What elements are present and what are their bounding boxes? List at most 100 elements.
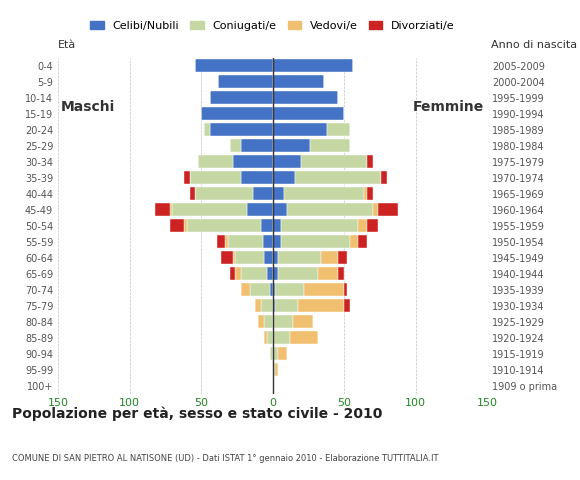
Bar bbox=[273, 59, 353, 72]
Bar bbox=[190, 187, 195, 200]
Bar bbox=[195, 187, 252, 200]
Bar bbox=[278, 267, 318, 280]
Bar bbox=[264, 251, 273, 264]
Text: Età: Età bbox=[58, 40, 76, 50]
Bar bbox=[278, 347, 287, 360]
Bar bbox=[273, 187, 284, 200]
Bar bbox=[318, 267, 338, 280]
Bar bbox=[358, 235, 367, 248]
Bar bbox=[338, 251, 347, 264]
Bar bbox=[230, 139, 241, 152]
Bar bbox=[273, 75, 324, 88]
Bar bbox=[301, 155, 367, 168]
Bar bbox=[218, 75, 273, 88]
Bar bbox=[241, 139, 273, 152]
Bar bbox=[230, 267, 235, 280]
Bar bbox=[293, 315, 313, 328]
Bar bbox=[184, 171, 190, 184]
Bar bbox=[273, 299, 275, 312]
Bar bbox=[273, 107, 344, 120]
Bar bbox=[226, 235, 229, 248]
Bar bbox=[273, 91, 338, 104]
Legend: Celibi/Nubili, Coniugati/e, Vedovi/e, Divorziati/e: Celibi/Nubili, Coniugati/e, Vedovi/e, Di… bbox=[86, 16, 459, 35]
Bar bbox=[273, 235, 281, 248]
Bar bbox=[209, 123, 273, 136]
Bar bbox=[172, 203, 247, 216]
Bar bbox=[287, 203, 373, 216]
Bar bbox=[241, 171, 273, 184]
Bar bbox=[247, 203, 273, 216]
Bar bbox=[273, 171, 295, 184]
Bar bbox=[264, 331, 267, 344]
Bar bbox=[255, 299, 261, 312]
Bar bbox=[270, 283, 273, 296]
Bar bbox=[273, 315, 293, 328]
Text: COMUNE DI SAN PIETRO AL NATISONE (UD) - Dati ISTAT 1° gennaio 2010 - Elaborazion: COMUNE DI SAN PIETRO AL NATISONE (UD) - … bbox=[12, 454, 438, 463]
Bar bbox=[304, 283, 344, 296]
Bar bbox=[367, 187, 373, 200]
Bar bbox=[264, 315, 273, 328]
Bar bbox=[241, 267, 267, 280]
Text: Femmine: Femmine bbox=[413, 100, 484, 114]
Text: Popolazione per età, sesso e stato civile - 2010: Popolazione per età, sesso e stato civil… bbox=[12, 406, 382, 420]
Bar bbox=[263, 235, 273, 248]
Bar bbox=[273, 331, 290, 344]
Bar bbox=[276, 363, 278, 376]
Bar bbox=[338, 267, 344, 280]
Bar bbox=[252, 187, 273, 200]
Bar bbox=[267, 331, 273, 344]
Bar bbox=[261, 219, 273, 232]
Bar bbox=[209, 91, 273, 104]
Bar bbox=[155, 203, 169, 216]
Bar bbox=[229, 235, 263, 248]
Bar bbox=[190, 171, 241, 184]
Bar bbox=[321, 251, 338, 264]
Bar bbox=[290, 331, 318, 344]
Bar bbox=[250, 283, 270, 296]
Bar bbox=[350, 235, 358, 248]
Bar bbox=[258, 315, 264, 328]
Bar bbox=[198, 155, 233, 168]
Bar bbox=[273, 363, 275, 376]
Bar bbox=[169, 219, 184, 232]
Bar bbox=[373, 203, 379, 216]
Bar bbox=[273, 251, 278, 264]
Bar bbox=[327, 123, 350, 136]
Bar bbox=[381, 171, 387, 184]
Bar bbox=[261, 299, 273, 312]
Bar bbox=[273, 219, 281, 232]
Bar bbox=[201, 107, 273, 120]
Bar bbox=[221, 251, 233, 264]
Bar bbox=[235, 251, 264, 264]
Bar bbox=[233, 155, 273, 168]
Bar bbox=[284, 187, 364, 200]
Bar bbox=[270, 347, 273, 360]
Bar bbox=[233, 251, 235, 264]
Bar bbox=[273, 139, 310, 152]
Bar bbox=[367, 219, 379, 232]
Bar bbox=[278, 251, 321, 264]
Bar bbox=[273, 203, 287, 216]
Bar bbox=[273, 283, 275, 296]
Bar bbox=[273, 347, 278, 360]
Bar bbox=[310, 139, 350, 152]
Bar bbox=[204, 123, 209, 136]
Bar bbox=[187, 219, 261, 232]
Text: Maschi: Maschi bbox=[61, 100, 115, 114]
Bar bbox=[281, 219, 358, 232]
Bar bbox=[344, 299, 350, 312]
Bar bbox=[364, 187, 367, 200]
Bar bbox=[235, 267, 241, 280]
Bar bbox=[276, 299, 298, 312]
Bar bbox=[184, 219, 187, 232]
Bar bbox=[273, 267, 278, 280]
Bar bbox=[295, 171, 381, 184]
Bar bbox=[358, 219, 367, 232]
Bar bbox=[344, 283, 347, 296]
Bar bbox=[195, 59, 273, 72]
Bar bbox=[217, 235, 226, 248]
Bar bbox=[276, 283, 304, 296]
Bar bbox=[241, 283, 250, 296]
Bar bbox=[169, 203, 172, 216]
Bar bbox=[367, 155, 373, 168]
